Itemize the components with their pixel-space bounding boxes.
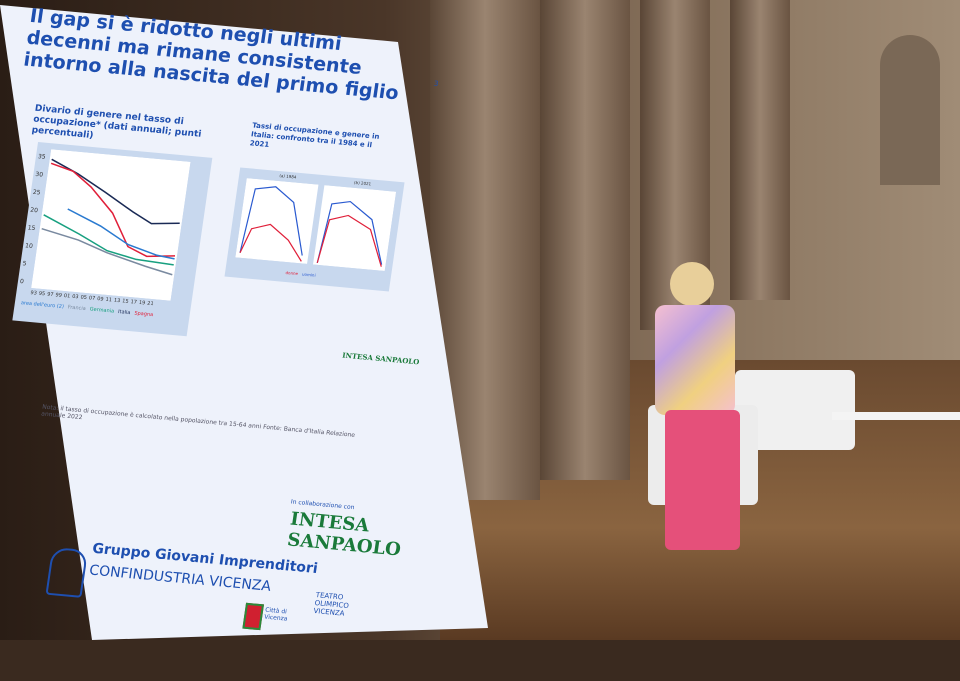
slide: Il gap si è ridotto negli ultimi decenni… <box>12 5 439 631</box>
speaker-trousers <box>665 410 740 550</box>
chart1-plot <box>31 149 191 301</box>
legend-item: Francia <box>67 304 87 313</box>
x-tick: 21 <box>146 300 154 308</box>
speaker-blouse <box>655 305 735 415</box>
y-tick: 15 <box>27 224 36 233</box>
series-donne-1984 <box>239 223 302 262</box>
chart1: 35 30 25 20 15 10 5 0 93 95 97 99 01 03 … <box>12 142 213 337</box>
x-tick: 15 <box>121 298 129 305</box>
statue-niche <box>880 35 940 185</box>
city-logo-text: Città di Vicenza <box>263 606 288 623</box>
x-tick: 17 <box>130 299 138 306</box>
legend-item: uomini <box>301 271 317 278</box>
legend-item: Germania <box>89 306 115 315</box>
series-uomini-1984 <box>239 186 303 256</box>
panel-label: (b) 2021 <box>353 179 372 187</box>
page-number: 3 <box>433 79 439 89</box>
intesa-logo-small: INTESA SANPAOLO <box>341 350 420 367</box>
x-tick: 95 <box>38 290 46 298</box>
x-tick: 19 <box>138 299 146 307</box>
slide-note: Nota: il tasso di occupazione è calcolat… <box>40 403 356 439</box>
chart2-plot <box>235 178 397 271</box>
legend-item: area dell'euro (2) <box>20 300 65 311</box>
chart2-legend: donne uomini <box>285 270 316 278</box>
chart2-title: Tassi di occupazione e genere in Italia:… <box>249 121 380 150</box>
x-tick: 13 <box>113 297 121 305</box>
x-tick: 05 <box>80 294 88 302</box>
x-tick: 99 <box>55 292 63 299</box>
coffee-table <box>832 412 960 420</box>
series-donne-2021 <box>316 214 382 267</box>
theatre-logo-text: TEATRO OLIMPICO VICENZA <box>312 591 350 618</box>
x-tick: 03 <box>71 293 79 301</box>
x-tick: 97 <box>46 291 54 299</box>
x-tick: 93 <box>29 289 38 297</box>
chart1-legend: area dell'euro (2) Francia Germania Ital… <box>20 300 185 322</box>
y-tick: 35 <box>37 153 47 161</box>
speaker-head <box>670 262 714 306</box>
x-tick: 01 <box>63 293 71 300</box>
column <box>540 0 630 480</box>
confindustria-logo-icon <box>45 546 89 598</box>
series-francia <box>41 228 173 276</box>
series-uomini-2021 <box>316 200 383 265</box>
y-tick: 10 <box>24 242 34 250</box>
legend-item: Italia <box>117 309 131 317</box>
series-germania <box>43 214 174 266</box>
y-tick: 20 <box>29 206 39 215</box>
y-tick: 5 <box>22 260 27 268</box>
x-tick: 09 <box>96 296 104 303</box>
legend-item: donne <box>285 270 299 277</box>
x-tick: 11 <box>105 296 113 304</box>
column <box>730 0 790 300</box>
y-tick: 25 <box>32 188 41 197</box>
intesa-sanpaolo-logo: INTESA SANPAOLO <box>285 508 403 561</box>
legend-item: Spagna <box>133 310 154 319</box>
series-area-euro <box>67 208 175 260</box>
chart2: (a) 1984 (b) 2021 donne uomini <box>224 167 405 292</box>
vicenza-crest-icon <box>242 602 265 631</box>
series-spagna <box>50 162 176 258</box>
x-tick: 07 <box>88 295 96 302</box>
y-tick: 30 <box>34 170 44 179</box>
panel-label: (a) 1984 <box>279 173 297 180</box>
